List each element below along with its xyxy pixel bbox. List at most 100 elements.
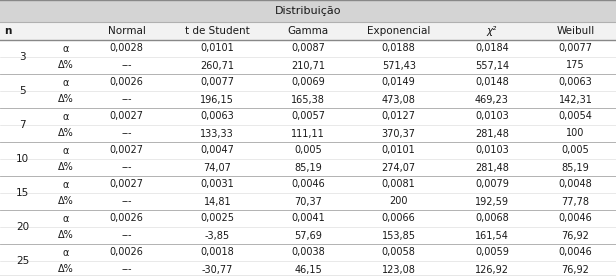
Text: 0,0026: 0,0026 bbox=[110, 78, 144, 87]
Text: 0,005: 0,005 bbox=[562, 145, 590, 155]
Bar bbox=[0, 159, 616, 176]
Text: 76,92: 76,92 bbox=[561, 230, 590, 240]
Text: 123,08: 123,08 bbox=[382, 264, 416, 275]
Text: α: α bbox=[62, 214, 69, 224]
Text: α: α bbox=[62, 112, 69, 121]
Text: 57,69: 57,69 bbox=[294, 230, 322, 240]
Text: 281,48: 281,48 bbox=[475, 163, 509, 172]
Text: 15: 15 bbox=[16, 188, 30, 198]
Text: 260,71: 260,71 bbox=[200, 60, 234, 70]
Text: 77,78: 77,78 bbox=[561, 197, 590, 206]
Text: 370,37: 370,37 bbox=[382, 129, 416, 139]
Text: 0,0031: 0,0031 bbox=[200, 179, 234, 190]
Text: -3,85: -3,85 bbox=[205, 230, 230, 240]
Text: 0,0027: 0,0027 bbox=[110, 112, 144, 121]
Text: ---: --- bbox=[121, 163, 132, 172]
Text: 111,11: 111,11 bbox=[291, 129, 325, 139]
Text: Δ%: Δ% bbox=[58, 94, 73, 105]
Text: 175: 175 bbox=[566, 60, 585, 70]
Text: ---: --- bbox=[121, 94, 132, 105]
Text: 74,07: 74,07 bbox=[203, 163, 231, 172]
Text: 557,14: 557,14 bbox=[475, 60, 509, 70]
Text: 0,0058: 0,0058 bbox=[382, 248, 416, 258]
Bar bbox=[0, 193, 616, 210]
Text: 0,0063: 0,0063 bbox=[559, 78, 593, 87]
Text: 0,0047: 0,0047 bbox=[200, 145, 234, 155]
Bar bbox=[0, 40, 616, 57]
Text: 0,0087: 0,0087 bbox=[291, 44, 325, 54]
Text: 0,0077: 0,0077 bbox=[200, 78, 234, 87]
Text: 0,0101: 0,0101 bbox=[382, 145, 416, 155]
Text: Δ%: Δ% bbox=[58, 264, 73, 275]
Text: 0,0038: 0,0038 bbox=[291, 248, 325, 258]
Text: 0,0041: 0,0041 bbox=[291, 214, 325, 224]
Bar bbox=[0, 125, 616, 142]
Text: Gamma: Gamma bbox=[288, 26, 328, 36]
Text: α: α bbox=[62, 78, 69, 87]
Text: 0,0103: 0,0103 bbox=[475, 145, 509, 155]
Text: t de Student: t de Student bbox=[185, 26, 249, 36]
Text: 14,81: 14,81 bbox=[203, 197, 231, 206]
Text: 10: 10 bbox=[16, 154, 29, 164]
Text: 133,33: 133,33 bbox=[200, 129, 234, 139]
Text: 200: 200 bbox=[389, 197, 408, 206]
Text: 0,0048: 0,0048 bbox=[559, 179, 593, 190]
Text: ---: --- bbox=[121, 197, 132, 206]
Text: -30,77: -30,77 bbox=[201, 264, 233, 275]
Text: 126,92: 126,92 bbox=[475, 264, 509, 275]
Text: 0,0026: 0,0026 bbox=[110, 248, 144, 258]
Text: 0,0079: 0,0079 bbox=[475, 179, 509, 190]
Text: 281,48: 281,48 bbox=[475, 129, 509, 139]
Text: Normal: Normal bbox=[108, 26, 145, 36]
Text: 192,59: 192,59 bbox=[475, 197, 509, 206]
Text: Δ%: Δ% bbox=[58, 129, 73, 139]
Text: 100: 100 bbox=[566, 129, 585, 139]
Text: 196,15: 196,15 bbox=[200, 94, 234, 105]
Text: 20: 20 bbox=[16, 222, 29, 232]
Text: 165,38: 165,38 bbox=[291, 94, 325, 105]
Text: Exponencial: Exponencial bbox=[367, 26, 431, 36]
Bar bbox=[0, 244, 616, 261]
Text: 0,0077: 0,0077 bbox=[559, 44, 593, 54]
Bar bbox=[0, 91, 616, 108]
Text: 142,31: 142,31 bbox=[559, 94, 593, 105]
Bar bbox=[0, 261, 616, 276]
Text: 0,0027: 0,0027 bbox=[110, 179, 144, 190]
Text: 5: 5 bbox=[19, 86, 26, 96]
Bar bbox=[0, 74, 616, 91]
Text: 0,0028: 0,0028 bbox=[110, 44, 144, 54]
Text: 0,0184: 0,0184 bbox=[475, 44, 509, 54]
Text: 274,07: 274,07 bbox=[382, 163, 416, 172]
Text: ---: --- bbox=[121, 129, 132, 139]
Text: 0,0081: 0,0081 bbox=[382, 179, 416, 190]
Text: 0,0046: 0,0046 bbox=[559, 214, 593, 224]
Text: n: n bbox=[4, 26, 11, 36]
Text: 473,08: 473,08 bbox=[382, 94, 416, 105]
Text: 0,0054: 0,0054 bbox=[559, 112, 593, 121]
Bar bbox=[0, 0, 616, 22]
Bar bbox=[0, 227, 616, 244]
Text: 0,0026: 0,0026 bbox=[110, 214, 144, 224]
Bar bbox=[0, 57, 616, 74]
Bar bbox=[0, 176, 616, 193]
Text: 76,92: 76,92 bbox=[561, 264, 590, 275]
Text: α: α bbox=[62, 179, 69, 190]
Text: 469,23: 469,23 bbox=[475, 94, 509, 105]
Text: α: α bbox=[62, 248, 69, 258]
Text: Weibull: Weibull bbox=[556, 26, 594, 36]
Text: 0,0046: 0,0046 bbox=[291, 179, 325, 190]
Text: Δ%: Δ% bbox=[58, 60, 73, 70]
Text: 153,85: 153,85 bbox=[382, 230, 416, 240]
Text: 0,0059: 0,0059 bbox=[475, 248, 509, 258]
Text: ---: --- bbox=[121, 60, 132, 70]
Text: Δ%: Δ% bbox=[58, 163, 73, 172]
Text: χ²: χ² bbox=[487, 26, 497, 36]
Text: 0,0025: 0,0025 bbox=[200, 214, 234, 224]
Text: 0,0046: 0,0046 bbox=[559, 248, 593, 258]
Text: Δ%: Δ% bbox=[58, 197, 73, 206]
Text: 0,0063: 0,0063 bbox=[200, 112, 234, 121]
Text: 0,0149: 0,0149 bbox=[382, 78, 416, 87]
Text: 85,19: 85,19 bbox=[562, 163, 590, 172]
Text: 0,0101: 0,0101 bbox=[200, 44, 234, 54]
Text: 7: 7 bbox=[19, 120, 26, 130]
